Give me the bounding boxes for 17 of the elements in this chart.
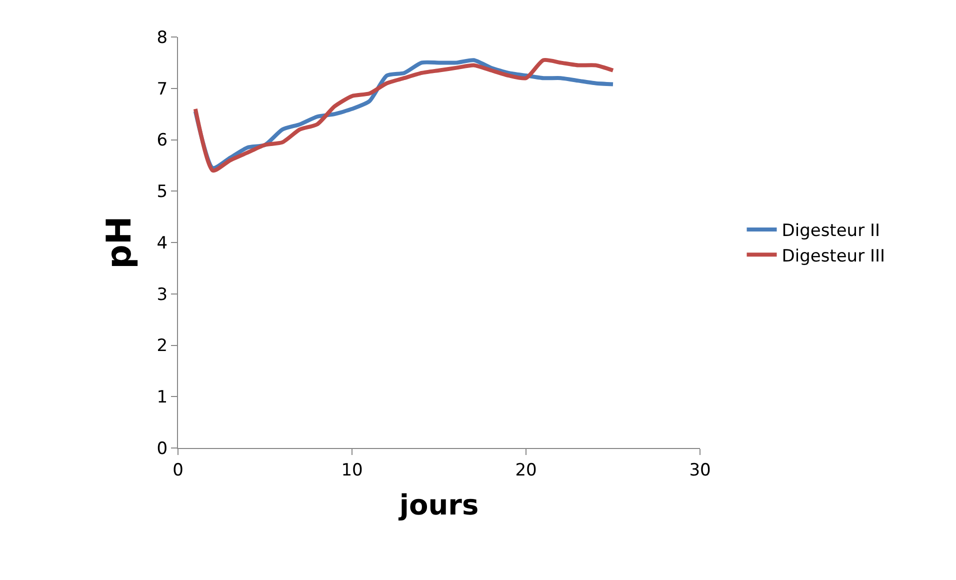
y-tick-label: 8 xyxy=(156,28,168,48)
legend-label: Digesteur II xyxy=(782,221,880,242)
x-tick-label: 20 xyxy=(515,460,537,480)
y-tick-label: 3 xyxy=(156,284,168,305)
y-tick-label: 4 xyxy=(156,233,168,254)
legend-label: Digesteur III xyxy=(782,246,886,266)
x-tick-label: 30 xyxy=(689,460,711,480)
x-tick-label: 0 xyxy=(172,460,184,480)
x-tick-label: 10 xyxy=(341,460,363,480)
y-tick-label: 6 xyxy=(156,130,168,151)
y-tick-label: 5 xyxy=(156,182,168,202)
x-axis-title: jours xyxy=(398,488,479,522)
y-axis-title: pH xyxy=(99,216,140,269)
y-tick-label: 1 xyxy=(156,388,168,408)
y-tick-label: 2 xyxy=(156,336,168,356)
y-tick-label: 7 xyxy=(156,79,168,100)
y-tick-label: 0 xyxy=(156,438,168,459)
